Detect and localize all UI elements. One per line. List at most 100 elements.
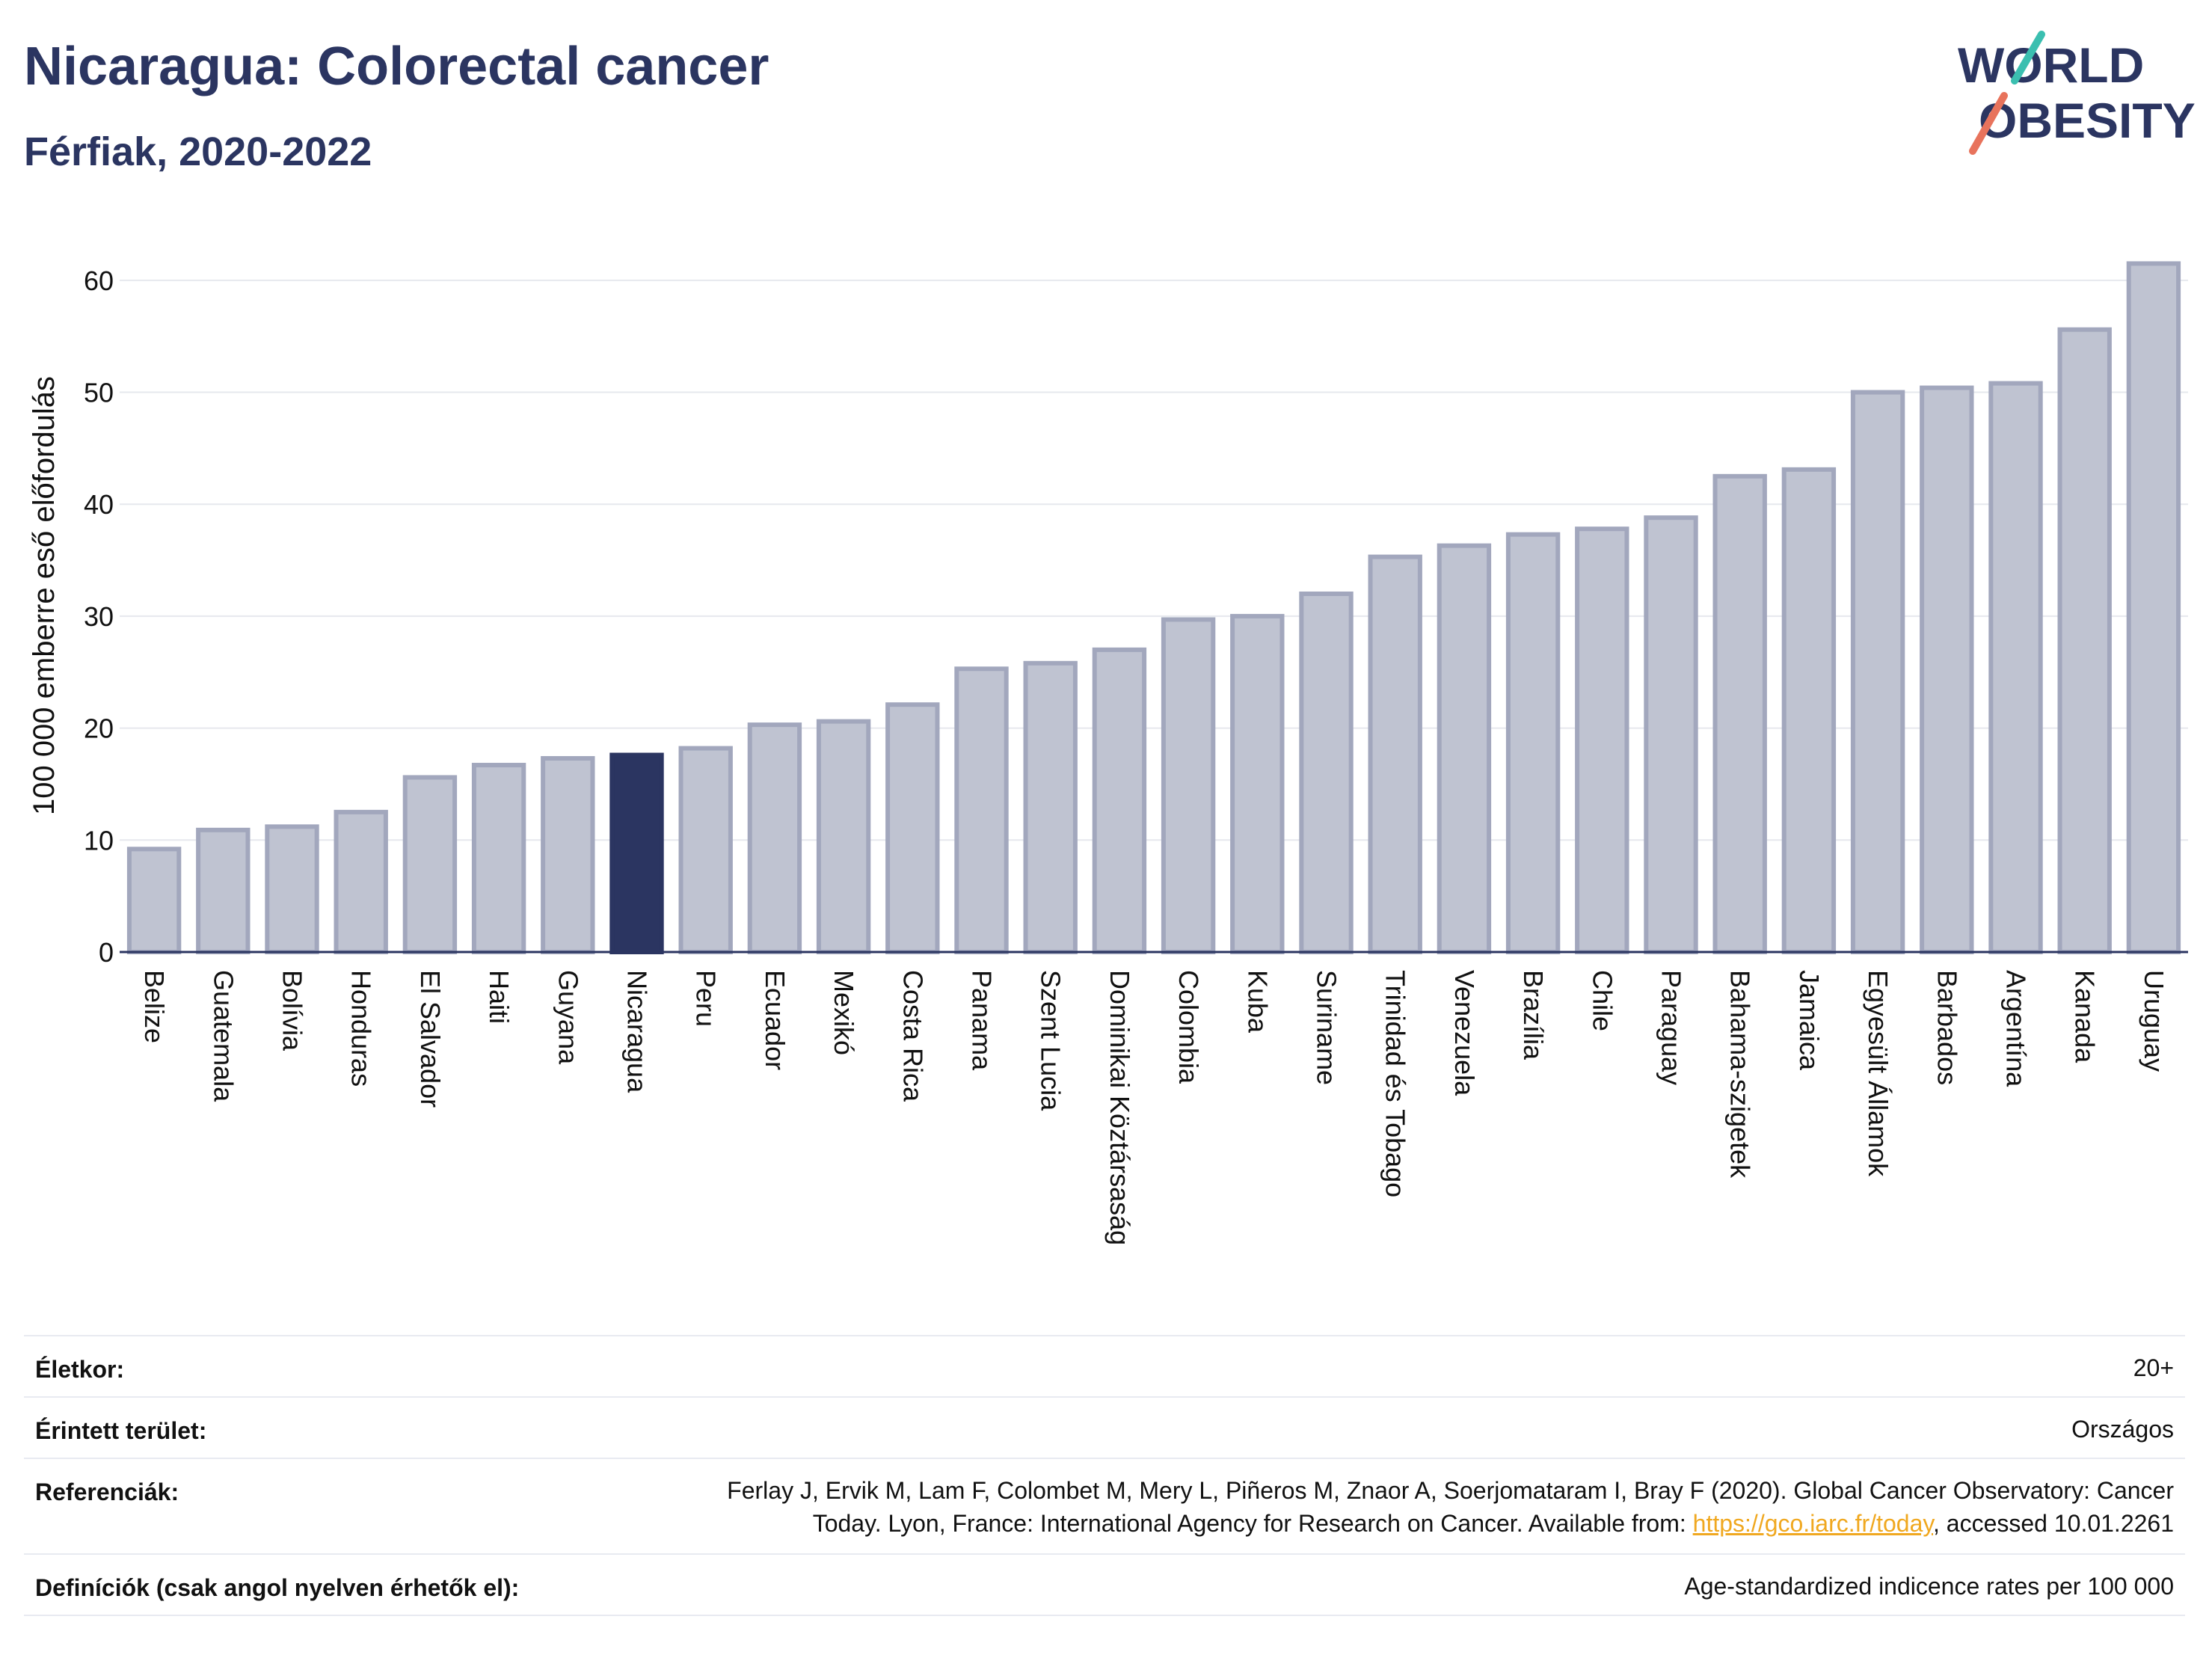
x-tick-label: Uruguay — [2139, 970, 2169, 1072]
logo-slash-lower — [1969, 92, 2008, 155]
x-tick-label: Bolívia — [277, 970, 308, 1051]
x-tick-label: Colombia — [1173, 970, 1204, 1084]
logo-line1: WORLD — [1958, 37, 2144, 93]
bar-nicaragua — [609, 752, 664, 955]
bar-venezuela — [1437, 543, 1492, 954]
bar-jamaica — [1781, 467, 1837, 954]
x-tick-label: Panama — [967, 970, 998, 1071]
bar-panama — [954, 666, 1009, 954]
bar-chart: 0 10 20 30 40 50 60 Belize Guatemala Bolívia Hondu… — [28, 261, 2188, 1245]
x-tick-label: Belize — [139, 970, 170, 1043]
bar-ecuador — [747, 722, 802, 955]
x-tick-label: Venezuela — [1449, 970, 1480, 1096]
references-accessed: , accessed 10.01.2261 — [1932, 1510, 2174, 1537]
bar-bahama-szigetek — [1712, 473, 1767, 954]
logo-line2: OBESITY — [1979, 93, 2196, 148]
x-tick-label: Guatemala — [208, 970, 239, 1102]
y-tick-label: 30 — [84, 601, 114, 632]
bar-costa-rica — [885, 702, 940, 954]
bar-guatemala — [196, 827, 251, 954]
references-line1: Ferlay J, Ervik M, Lam F, Colombet M, Me… — [727, 1477, 2174, 1504]
x-tick-label: Haiti — [484, 970, 514, 1024]
y-tick-label: 20 — [84, 713, 114, 744]
x-tick-label: Guyana — [553, 970, 583, 1065]
y-tick-label: 0 — [99, 937, 114, 968]
bar-el-salvador — [402, 775, 458, 954]
meta-row-definitions: Definíciók (csak angol nyelven érhetők e… — [24, 1553, 2185, 1615]
bar-guyana — [541, 756, 595, 954]
bar-brazília — [1505, 532, 1561, 954]
x-tick-label: Bahama-szigetek — [1725, 970, 1756, 1179]
references-value: Ferlay J, Ervik M, Lam F, Colombet M, Me… — [727, 1474, 2174, 1540]
x-tick-label: Barbados — [1932, 970, 1962, 1085]
divider — [24, 1396, 2185, 1398]
x-tick-label: Nicaragua — [622, 970, 653, 1093]
definitions-label: Definíciók (csak angol nyelven érhetők e… — [35, 1574, 520, 1601]
bar-trinidad-és-tobago — [1368, 554, 1422, 954]
page-subtitle: Férfiak, 2020-2022 — [24, 129, 372, 174]
x-tick-label: Szent Lucia — [1036, 970, 1066, 1111]
metadata-table: Életkor: 20+ Érintett terület: Országos … — [24, 1335, 2185, 1619]
age-value: 20+ — [2133, 1354, 2174, 1381]
x-tick-label: Egyesült Államok — [1863, 970, 1893, 1177]
x-tick-label: Argentína — [2001, 970, 2032, 1087]
bar-mexikó — [816, 719, 871, 954]
bar-uruguay — [2126, 261, 2181, 954]
bar-kuba — [1230, 613, 1285, 955]
references-line2: Today. Lyon, France: International Agenc… — [727, 1507, 2174, 1540]
bar-belize — [126, 847, 182, 954]
meta-row-age: Életkor: 20+ — [24, 1335, 2185, 1396]
reference-link[interactable]: https://gco.iarc.fr/today — [1692, 1510, 1933, 1537]
divider — [24, 1335, 2185, 1336]
logo-slash-upper — [2011, 31, 2045, 85]
x-tick-label: Suriname — [1312, 970, 1342, 1085]
bar-haiti — [471, 763, 526, 955]
area-value: Országos — [2071, 1416, 2174, 1443]
y-axis-label: 100 000 emberre eső előfordulás — [28, 376, 61, 815]
bar-dominikai-köztársaság — [1092, 647, 1147, 954]
bar-barbados — [1920, 385, 1974, 954]
page-title: Nicaragua: Colorectal cancer — [24, 37, 769, 96]
x-tick-label: Paraguay — [1656, 970, 1687, 1085]
meta-row-area: Érintett terület: Országos — [24, 1396, 2185, 1458]
bar-chile — [1575, 526, 1629, 954]
x-tick-label: Costa Rica — [897, 970, 928, 1102]
meta-row-references: Referenciák: Ferlay J, Ervik M, Lam F, C… — [24, 1458, 2185, 1553]
x-tick-label: Mexikó — [829, 970, 859, 1055]
x-tick-label: Jamaica — [1794, 970, 1825, 1071]
bar-colombia — [1161, 617, 1216, 954]
x-tick-label: Honduras — [346, 970, 377, 1087]
x-tick-label: Ecuador — [760, 970, 790, 1070]
x-tick-label: Brazília — [1518, 970, 1549, 1060]
x-tick-label: Kuba — [1242, 970, 1273, 1034]
age-label: Életkor: — [35, 1356, 125, 1383]
bar-peru — [678, 746, 733, 954]
grid-lines — [120, 279, 2188, 841]
tick-labels: 0 10 20 30 40 50 60 Belize Guatemala Bolívia Hondu… — [84, 265, 2169, 1245]
bar-szent-lucia — [1023, 660, 1078, 954]
x-tick-label: Kanada — [2070, 970, 2101, 1063]
x-tick-label: Peru — [691, 970, 722, 1027]
bar-paraguay — [1644, 515, 1698, 954]
bars — [126, 261, 2181, 955]
bar-honduras — [334, 809, 388, 955]
y-tick-label: 40 — [84, 489, 114, 520]
divider — [24, 1553, 2185, 1555]
y-tick-label: 50 — [84, 378, 114, 408]
area-label: Érintett terület: — [35, 1417, 207, 1444]
references-text: Today. Lyon, France: International Agenc… — [812, 1510, 1693, 1537]
x-tick-label: Chile — [1587, 970, 1617, 1031]
references-label: Referenciák: — [35, 1479, 179, 1505]
bar-bolívia — [265, 824, 319, 954]
y-tick-label: 10 — [84, 825, 114, 856]
y-tick-label: 60 — [84, 265, 114, 296]
bar-suriname — [1299, 591, 1354, 954]
x-tick-label: Trinidad és Tobago — [1380, 970, 1411, 1197]
x-tick-label: Dominikai Köztársaság — [1105, 970, 1135, 1245]
x-tick-label: El Salvador — [415, 970, 446, 1108]
divider — [24, 1458, 2185, 1459]
divider — [24, 1615, 2185, 1616]
bar-kanada — [2057, 327, 2112, 954]
bar-argentína — [1988, 381, 2043, 954]
world-obesity-logo: WORLD OBESITY — [1958, 31, 2196, 155]
